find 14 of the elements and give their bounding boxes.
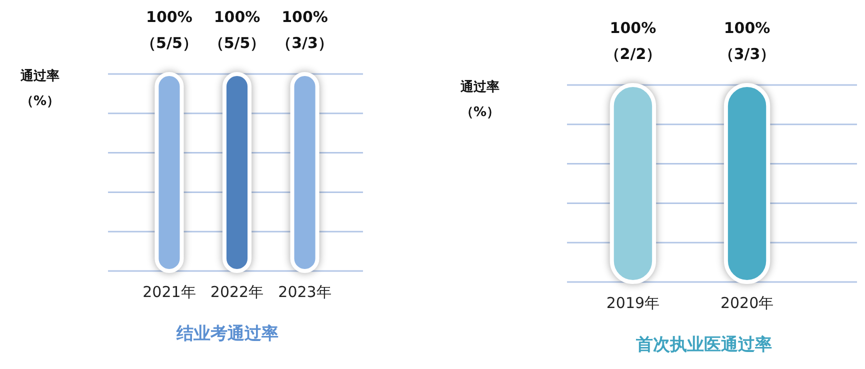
x-tick-label: 2022年 <box>210 283 264 301</box>
x-tick-label: 2023年 <box>278 283 332 301</box>
data-label: 100% （5/5） <box>208 8 266 52</box>
x-tick-label: 2019年 <box>606 294 660 312</box>
data-label: 100% （3/3） <box>276 8 333 52</box>
y-axis-title: 通过率（%） <box>459 78 501 122</box>
text: 结业考通过率 <box>176 324 278 344</box>
data-label: 100% （5/5） <box>141 8 198 52</box>
x-tick-label: 2020年 <box>720 294 774 312</box>
y-axis-title: 通过率（%） <box>19 68 61 111</box>
data-label: 100% （2/2） <box>604 19 662 63</box>
text: 首次执业医通过率 <box>635 335 772 355</box>
data-label: 100% （3/3） <box>718 19 776 63</box>
x-tick-label: 2021年 <box>142 283 196 301</box>
